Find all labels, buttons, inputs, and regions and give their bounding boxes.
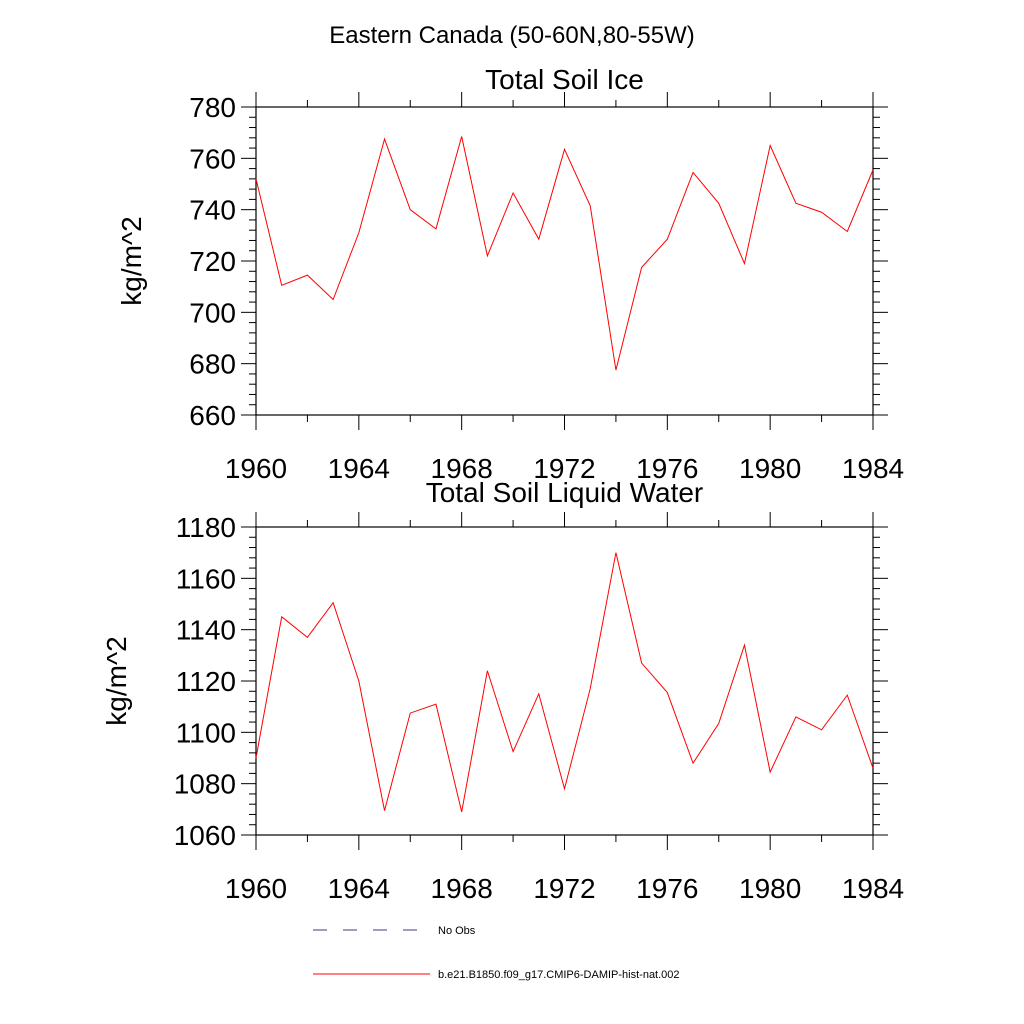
data-point [717,202,720,205]
data-point [537,692,540,695]
panel-title: Total Soil Ice [485,64,644,95]
data-point [666,238,669,241]
x-tick-label: 1960 [225,873,287,904]
data-point [255,177,258,180]
figure-title: Eastern Canada (50-60N,80-55W) [329,22,695,49]
data-point [332,298,335,301]
data-point [357,231,360,234]
y-tick-label: 1100 [176,717,236,748]
data-point [769,771,772,774]
x-tick-label: 1964 [328,873,390,904]
y-tick-label: 760 [189,143,236,174]
soil-liquid-water-panel: 1060 1080 1100 1120 1140 1160 1180 1960 1964 1968… [101,477,904,904]
y-tick-label: 1180 [176,512,236,543]
data-point [409,712,412,715]
data-point [255,757,258,760]
y-tick-label: 740 [189,195,236,226]
data-point [563,148,566,151]
x-tick-label: 1968 [431,873,493,904]
data-point [280,284,283,287]
data-point [306,636,309,639]
series-line [255,552,874,813]
data-point [692,171,695,174]
y-tick-label: 700 [189,297,236,328]
x-tick-label: 1968 [431,453,493,484]
legend: No Obs b.e21.B1850.f09_g17.CMIP6-DAMIP-h… [313,925,680,981]
data-point [563,787,566,790]
data-point [614,369,617,372]
data-point [692,762,695,765]
y-tick-label: 1140 [176,615,236,646]
y-tick-label: 720 [189,246,236,277]
y-tick-label: 780 [189,92,236,123]
x-tick-label: 1964 [328,453,390,484]
data-point [383,138,386,141]
data-point [460,810,463,813]
data-point [512,191,515,194]
data-point [357,680,360,683]
y-tick-label: 660 [189,400,236,431]
panel-title: Total Soil Liquid Water [426,477,704,508]
data-point [846,230,849,233]
data-point [794,202,797,205]
x-tick-label: 1980 [739,453,801,484]
data-point [640,266,643,269]
x-tick-label: 1976 [636,453,698,484]
y-tick-label: 1080 [174,769,236,800]
x-tick-label: 1980 [739,873,801,904]
soil-ice-panel: 660 680 700 720 740 760 780 1960 1964 1968 1972 197… [116,64,904,484]
x-tick-label: 1960 [225,453,287,484]
x-tick-label: 1984 [842,453,904,484]
data-point [306,274,309,277]
data-point [769,144,772,147]
x-tick-label: 1972 [533,453,595,484]
y-tick-label: 1060 [174,820,236,851]
data-point [820,211,823,214]
data-point [486,669,489,672]
data-point [614,551,617,554]
data-point [486,254,489,257]
data-point [434,703,437,706]
data-point [717,722,720,725]
data-point [409,208,412,211]
data-point [280,615,283,618]
data-point [820,728,823,731]
data-point [743,262,746,265]
legend-label-no-obs: No Obs [438,925,476,937]
series-line [255,136,874,371]
x-tick-label: 1976 [636,873,698,904]
y-axis-label: kg/m^2 [101,636,132,725]
y-axis-label: kg/m^2 [116,216,147,305]
plot-frame [255,106,874,416]
y-tick-label: 1120 [176,666,236,697]
data-point [743,644,746,647]
data-point [872,168,875,171]
data-point [589,204,592,207]
data-point [666,691,669,694]
data-point [872,767,875,770]
y-tick-label: 680 [189,349,236,380]
data-point [794,715,797,718]
data-point [434,227,437,230]
x-tick-label: 1972 [533,873,595,904]
data-point [332,601,335,604]
data-point [460,135,463,138]
data-point [537,238,540,241]
data-point [589,687,592,690]
legend-label-model: b.e21.B1850.f09_g17.CMIP6-DAMIP-hist-nat… [438,969,680,981]
data-point [383,809,386,812]
x-tick-label: 1984 [842,873,904,904]
data-point [512,750,515,753]
y-tick-label: 1160 [176,563,236,594]
data-point [846,694,849,697]
data-point [640,662,643,665]
